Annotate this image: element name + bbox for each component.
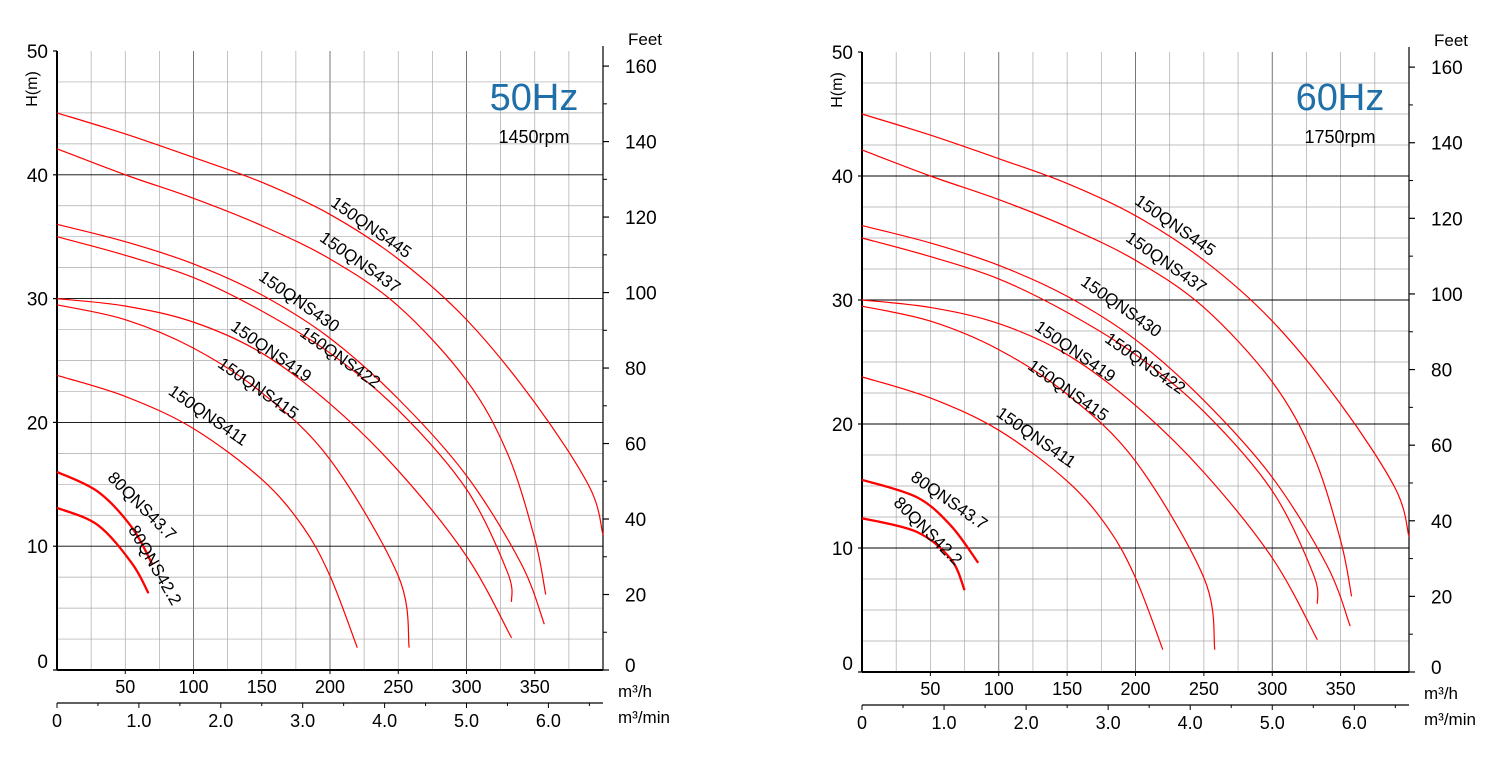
curve-80qns42-2: [861, 517, 966, 591]
curve-150qns445: [861, 113, 1410, 538]
x-tick-label: 250: [1189, 679, 1219, 699]
y2-tick-label: 140: [1431, 134, 1463, 155]
curve-label-150qns411: 150QNS411: [993, 403, 1080, 472]
curve-150qns430: [861, 225, 1351, 627]
curve-150qns445: [56, 112, 604, 536]
x2-tick-label: 1.0: [932, 713, 957, 733]
curve-150qns430: [56, 223, 545, 625]
x2-tick-label: 5.0: [1260, 713, 1285, 733]
x-tick-label: 150: [247, 677, 277, 697]
x-tick-label: 300: [451, 677, 481, 697]
y2-tick-label: 0: [1431, 658, 1442, 679]
curve-150qns411: [56, 374, 358, 648]
x2-tick-label: 1.0: [126, 711, 151, 731]
y2-tick-label: 20: [625, 586, 646, 607]
x2-axis-label: m³/min: [618, 708, 670, 727]
y-tick-label: 0: [842, 654, 853, 675]
y-tick-label: 20: [832, 415, 853, 436]
y2-tick-label: 80: [1431, 361, 1452, 382]
y-tick-label: 10: [27, 537, 48, 558]
curve-150qns415: [861, 305, 1216, 650]
x2-tick-label: 6.0: [1342, 713, 1367, 733]
curve-150qns437: [56, 148, 547, 595]
x2-tick-label: 0: [52, 711, 62, 731]
x-tick-label: 100: [984, 679, 1014, 699]
y-tick-label: 30: [832, 291, 853, 312]
y2-tick-label: 160: [1431, 58, 1463, 79]
y-axis-label: H(m): [24, 71, 41, 107]
y2-tick-label: 60: [625, 435, 646, 456]
y-tick-label: 0: [37, 652, 48, 673]
curve-150qns411: [861, 376, 1164, 650]
x-axis-label: m³/h: [618, 682, 652, 701]
x-tick-label: 250: [383, 677, 413, 697]
y-tick-label: 10: [832, 539, 853, 560]
x-tick-label: 200: [1120, 679, 1150, 699]
y-tick-label: 20: [27, 413, 48, 434]
y-tick-label: 30: [27, 290, 48, 311]
x-tick-label: 100: [178, 677, 208, 697]
curve-150qns422: [56, 236, 513, 602]
x2-tick-label: 2.0: [1014, 713, 1039, 733]
frequency-badge: 50Hz: [490, 77, 579, 119]
y2-tick-label: 20: [1431, 587, 1452, 608]
y2-tick-label: 120: [625, 208, 657, 229]
x2-axis-label: m³/min: [1424, 710, 1476, 729]
x2-tick-label: 4.0: [1178, 713, 1203, 733]
curve-150qns422: [861, 237, 1319, 604]
curve-label-150qns422: 150QNS422: [296, 323, 384, 392]
curve-80qns43-7: [56, 470, 154, 566]
grid-lines: [862, 52, 1409, 672]
curve-150qns419: [56, 298, 513, 639]
y-tick-label: 40: [27, 166, 48, 187]
y2-tick-label: 60: [1431, 436, 1452, 457]
x2-tick-label: 5.0: [454, 711, 479, 731]
curve-150qns419: [861, 299, 1318, 641]
y2-axis-label: Feet: [628, 30, 662, 49]
x2-tick-label: 3.0: [1096, 713, 1121, 733]
y-tick-label: 40: [832, 167, 853, 188]
x2-tick-label: 0: [857, 713, 867, 733]
y2-tick-label: 160: [625, 57, 657, 78]
x2-tick-label: 3.0: [290, 711, 315, 731]
x-tick-label: 300: [1257, 679, 1287, 699]
x-tick-label: 200: [315, 677, 345, 697]
rpm-label: 1450rpm: [498, 127, 569, 147]
x-tick-label: 50: [115, 677, 135, 697]
y2-axis-label: Feet: [1434, 31, 1468, 50]
y2-tick-label: 0: [625, 656, 636, 677]
x-axis-label: m³/h: [1424, 684, 1458, 703]
y2-tick-label: 100: [1431, 285, 1463, 306]
x-tick-label: 350: [1326, 679, 1356, 699]
y-axis-label: H(m): [829, 72, 846, 108]
curve-150qns437: [861, 149, 1353, 597]
y2-tick-label: 40: [1431, 512, 1452, 533]
chart-panel-50hz: 0 10 20 30 40 50 H(m) 0 20 40 60 80 100 120 140 160 Feet…: [24, 30, 670, 731]
frequency-badge: 60Hz: [1296, 77, 1385, 119]
x2-tick-label: 2.0: [208, 711, 233, 731]
y2-tick-label: 40: [625, 510, 646, 531]
x-tick-label: 350: [520, 677, 550, 697]
curve-150qns415: [56, 304, 410, 648]
curve-80qns43-7: [861, 478, 980, 564]
y2-tick-label: 80: [625, 359, 646, 380]
rpm-label: 1750rpm: [1304, 127, 1375, 147]
y2-tick-label: 140: [625, 133, 657, 154]
x-tick-label: 150: [1052, 679, 1082, 699]
y2-tick-label: 120: [1431, 209, 1463, 230]
y-tick-label: 50: [27, 42, 48, 63]
x2-tick-label: 4.0: [372, 711, 397, 731]
chart-panel-60hz: 0 10 20 30 40 50 H(m) 0 20 40 60 80 100 120 140 160 Feet…: [829, 31, 1476, 733]
x-tick-label: 50: [920, 679, 940, 699]
y-tick-label: 50: [832, 43, 853, 64]
curve-80qns42-2: [56, 506, 150, 594]
x2-tick-label: 6.0: [536, 711, 561, 731]
y2-tick-label: 100: [625, 284, 657, 305]
